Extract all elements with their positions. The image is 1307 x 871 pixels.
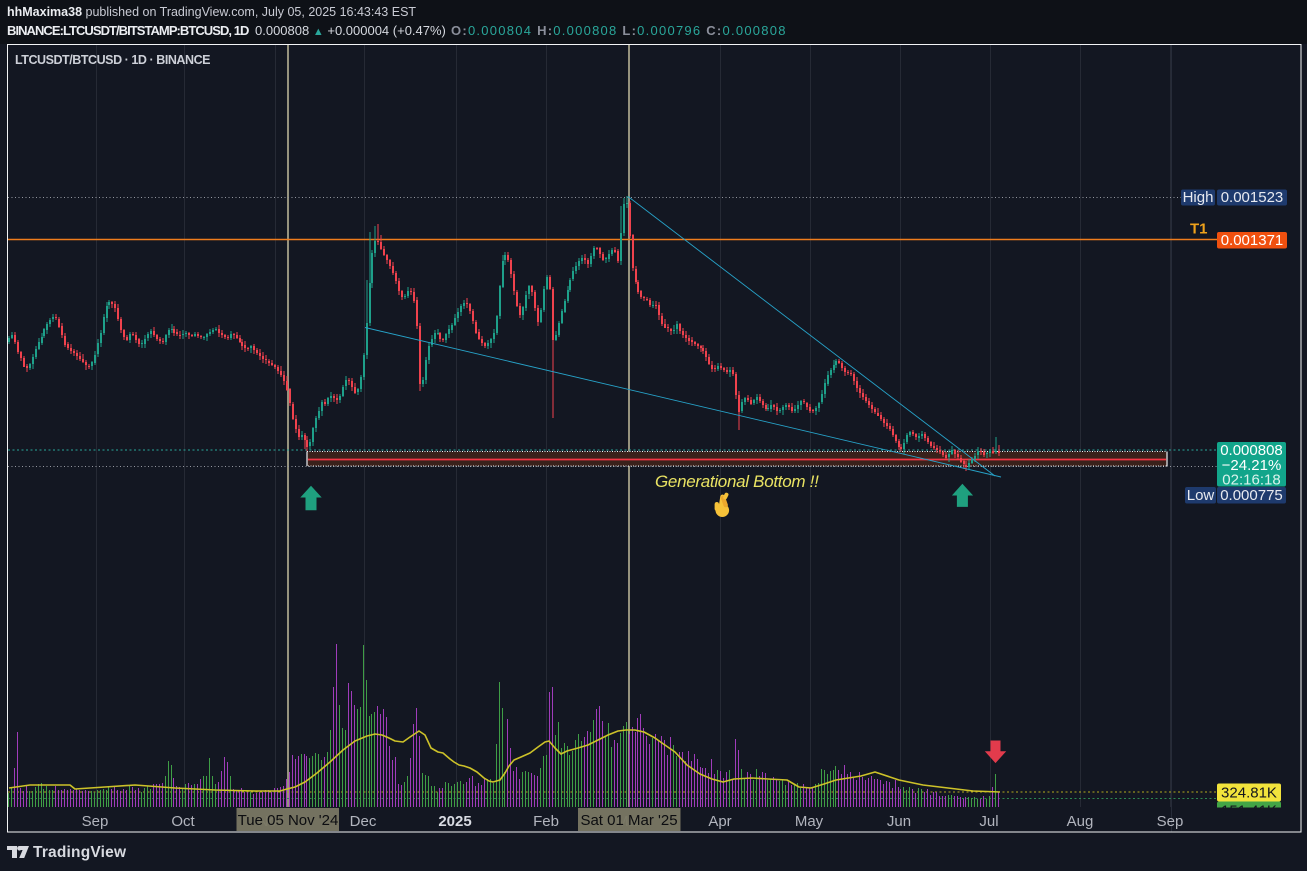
svg-text:02:16:18: 02:16:18 <box>1222 472 1280 489</box>
svg-text:2025: 2025 <box>438 813 471 830</box>
svg-text:Oct: Oct <box>171 813 195 830</box>
svg-text:0.000775: 0.000775 <box>1220 487 1283 504</box>
svg-text:May: May <box>795 813 824 830</box>
svg-text:Feb: Feb <box>533 813 559 830</box>
svg-text:Dec: Dec <box>350 813 377 830</box>
svg-text:Apr: Apr <box>708 813 731 830</box>
svg-text:Aug: Aug <box>1067 813 1094 830</box>
svg-text:−24.21%: −24.21% <box>1222 457 1282 474</box>
svg-text:0.001523: 0.001523 <box>1221 189 1284 206</box>
svg-text:Sep: Sep <box>82 813 109 830</box>
svg-text:Sat 01 Mar '25: Sat 01 Mar '25 <box>580 812 677 829</box>
svg-text:T1: T1 <box>1190 221 1208 238</box>
svg-text:Jul: Jul <box>979 813 998 830</box>
svg-text:High: High <box>1183 189 1214 206</box>
svg-text:Generational Bottom !!: Generational Bottom !! <box>655 472 819 491</box>
svg-text:Sep: Sep <box>1157 813 1184 830</box>
svg-text:324.81K: 324.81K <box>1221 785 1277 802</box>
svg-text:0.001371: 0.001371 <box>1221 232 1284 249</box>
svg-text:0.000808: 0.000808 <box>1220 442 1283 459</box>
svg-text:Tue 05 Nov '24: Tue 05 Nov '24 <box>238 812 339 829</box>
svg-text:151.41K: 151.41K <box>1221 803 1277 820</box>
svg-text:Jun: Jun <box>887 813 911 830</box>
svg-text:Low: Low <box>1187 487 1215 504</box>
